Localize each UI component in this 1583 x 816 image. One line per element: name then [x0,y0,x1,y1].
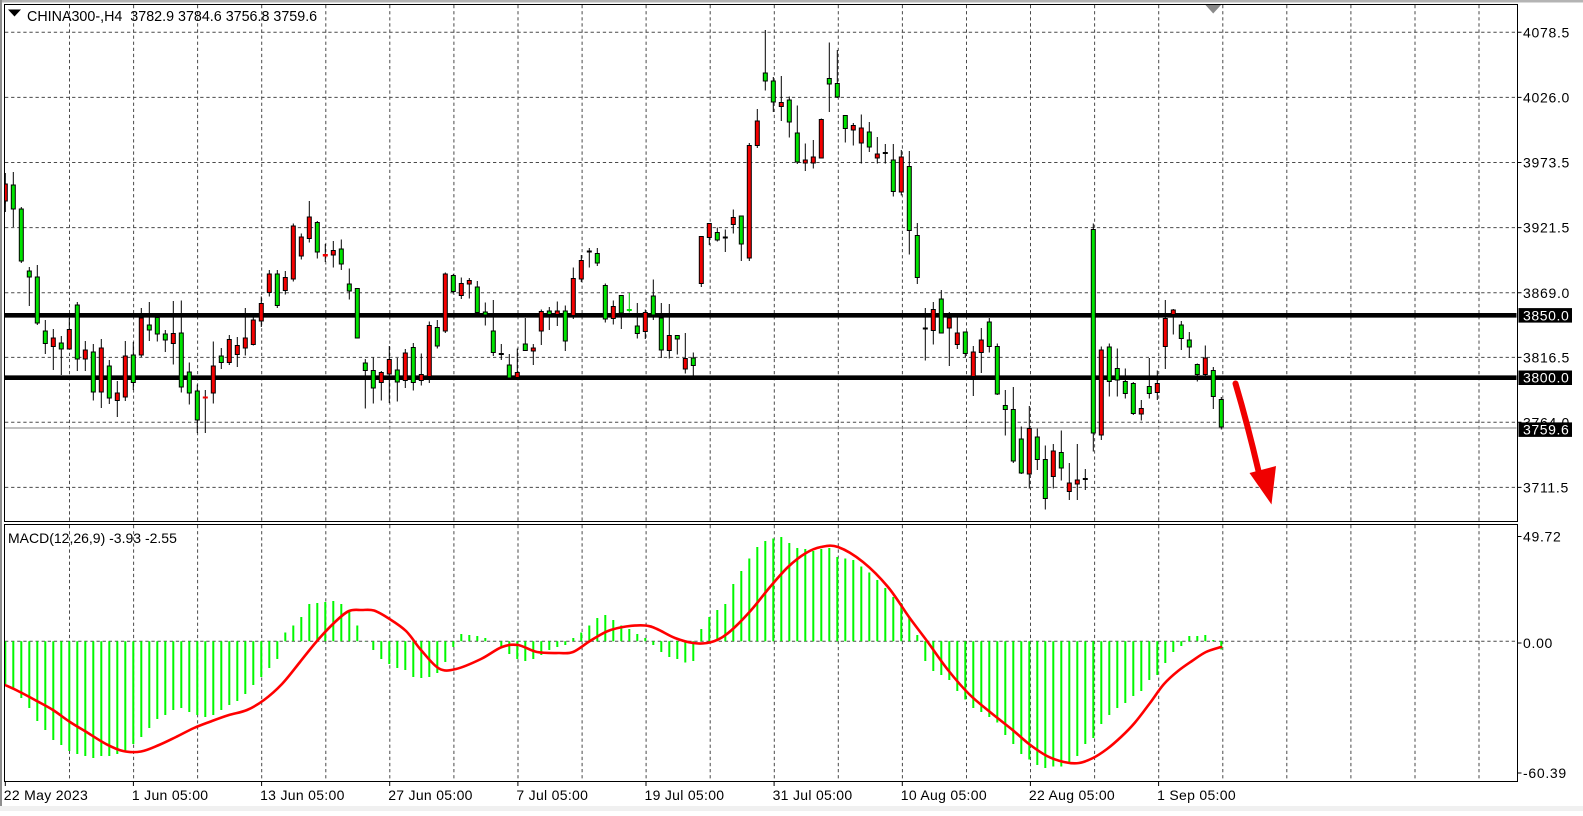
svg-text:13 Jun 05:00: 13 Jun 05:00 [260,787,345,803]
svg-text:4078.5: 4078.5 [1523,24,1570,40]
svg-text:3869.0: 3869.0 [1523,285,1570,301]
svg-text:22 Aug 05:00: 22 Aug 05:00 [1029,787,1115,803]
svg-text:3921.5: 3921.5 [1523,220,1570,236]
svg-text:CHINA300-,H4 3782.9 3784.6 37: CHINA300-,H4 3782.9 3784.6 3756.8 3759.6 [27,9,317,25]
svg-text:49.72: 49.72 [1523,529,1562,545]
svg-text:MACD(12,26,9) -3.93 -2.55: MACD(12,26,9) -3.93 -2.55 [8,530,177,546]
svg-text:3711.5: 3711.5 [1523,479,1569,495]
svg-text:0.00: 0.00 [1523,635,1553,651]
svg-text:27 Jun 05:00: 27 Jun 05:00 [388,787,473,803]
svg-text:1 Sep 05:00: 1 Sep 05:00 [1157,787,1236,803]
svg-text:4026.0: 4026.0 [1523,89,1570,105]
svg-text:22 May 2023: 22 May 2023 [4,787,88,803]
svg-text:19 Jul 05:00: 19 Jul 05:00 [645,787,725,803]
svg-text:3759.6: 3759.6 [1523,422,1569,438]
svg-text:3816.5: 3816.5 [1523,349,1570,365]
svg-text:3800.0: 3800.0 [1523,370,1569,386]
svg-text:1 Jun 05:00: 1 Jun 05:00 [132,787,208,803]
svg-text:-60.39: -60.39 [1523,765,1567,781]
svg-text:31 Jul 05:00: 31 Jul 05:00 [773,787,853,803]
svg-text:7 Jul 05:00: 7 Jul 05:00 [516,787,588,803]
svg-text:10 Aug 05:00: 10 Aug 05:00 [901,787,987,803]
svg-text:3850.0: 3850.0 [1523,307,1569,323]
svg-text:3973.5: 3973.5 [1523,155,1570,171]
